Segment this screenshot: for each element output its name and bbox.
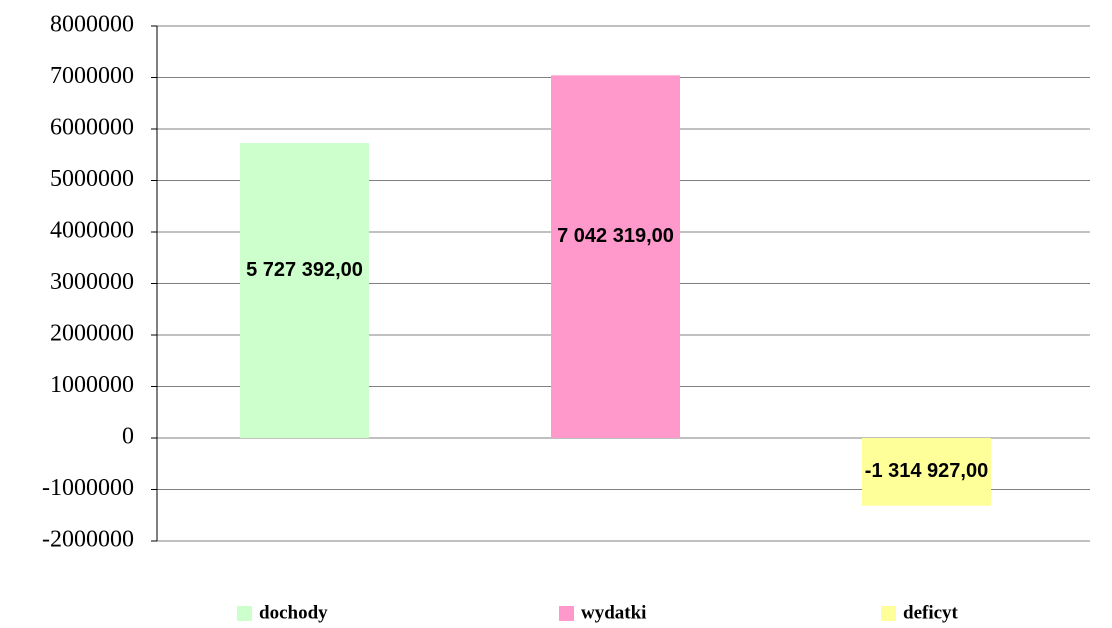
bar bbox=[862, 438, 991, 506]
y-tick-label: 7000000 bbox=[50, 63, 134, 89]
legend-swatch bbox=[559, 606, 574, 621]
y-tick-label: -1000000 bbox=[42, 475, 134, 501]
y-tick-label: 0 bbox=[122, 424, 134, 450]
legend-label: deficyt bbox=[903, 602, 959, 623]
bar bbox=[240, 143, 369, 438]
y-tick-label: 5000000 bbox=[50, 166, 134, 192]
y-tick-label: 4000000 bbox=[50, 218, 134, 244]
legend-label: wydatki bbox=[581, 602, 646, 623]
y-tick-label: -2000000 bbox=[42, 527, 134, 553]
data-label: -1 314 927,00 bbox=[865, 460, 988, 482]
data-label: 5 727 392,00 bbox=[246, 259, 363, 281]
y-tick-label: 1000000 bbox=[50, 372, 134, 398]
y-tick-label: 3000000 bbox=[50, 269, 134, 295]
legend-label: dochody bbox=[259, 602, 328, 623]
legend-swatch bbox=[881, 606, 896, 621]
bar bbox=[551, 75, 680, 439]
legend-swatch bbox=[237, 606, 252, 621]
y-tick-label: 2000000 bbox=[50, 321, 134, 347]
y-tick-label: 8000000 bbox=[50, 12, 134, 38]
data-label: 7 042 319,00 bbox=[557, 225, 674, 247]
y-tick-label: 6000000 bbox=[50, 115, 134, 141]
